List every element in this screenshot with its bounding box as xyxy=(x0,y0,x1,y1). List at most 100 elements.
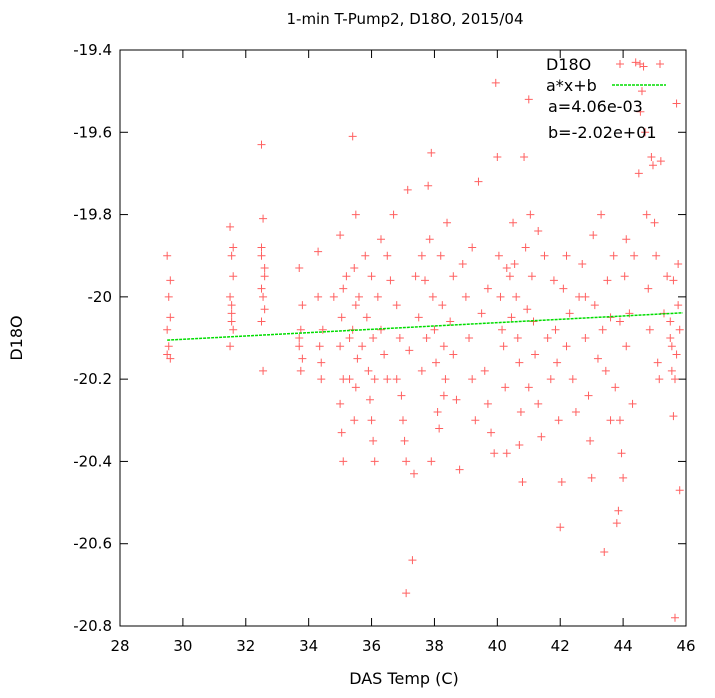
data-point xyxy=(543,334,552,342)
data-point xyxy=(670,613,679,622)
data-point xyxy=(656,157,665,166)
data-point xyxy=(524,95,533,104)
data-point xyxy=(499,342,508,351)
data-point xyxy=(663,272,672,281)
data-point xyxy=(439,342,448,351)
data-point xyxy=(630,251,639,260)
data-point xyxy=(439,391,448,400)
data-point xyxy=(505,272,514,281)
data-point xyxy=(471,416,480,425)
data-point xyxy=(260,305,269,314)
data-point xyxy=(257,140,266,149)
y-tick-label: -19.8 xyxy=(73,206,112,224)
data-point xyxy=(524,383,533,392)
x-tick-label: 38 xyxy=(425,637,444,655)
data-point xyxy=(229,272,238,281)
data-point xyxy=(370,375,379,384)
data-point xyxy=(370,457,379,466)
data-point xyxy=(487,428,496,437)
data-point xyxy=(432,358,441,367)
data-point xyxy=(667,366,676,375)
data-point xyxy=(227,251,236,260)
data-point xyxy=(593,354,602,363)
data-point xyxy=(510,259,519,268)
data-point xyxy=(435,424,444,433)
data-point xyxy=(468,243,477,252)
data-point xyxy=(345,334,354,342)
data-point xyxy=(339,457,348,466)
y-tick-label: -20.8 xyxy=(73,617,112,635)
y-tick-label: -19.4 xyxy=(73,41,112,59)
y-tick-label: -19.6 xyxy=(73,123,112,141)
data-point xyxy=(257,251,266,260)
data-point xyxy=(314,247,323,256)
data-point xyxy=(351,383,360,392)
data-point xyxy=(669,276,678,285)
data-point xyxy=(589,231,598,240)
data-point xyxy=(652,251,661,260)
data-point xyxy=(622,342,631,351)
data-point xyxy=(361,251,370,260)
x-tick-label: 42 xyxy=(551,637,570,655)
data-point xyxy=(317,358,326,367)
data-point xyxy=(295,342,304,351)
x-tick-label: 46 xyxy=(676,637,695,655)
data-point xyxy=(259,366,268,375)
data-point xyxy=(362,313,371,322)
data-point xyxy=(513,334,522,342)
data-point xyxy=(298,354,307,363)
data-point xyxy=(315,342,324,351)
data-point xyxy=(350,416,359,425)
data-point xyxy=(568,375,577,384)
data-point xyxy=(380,350,389,359)
data-point xyxy=(516,408,525,417)
d18o-series xyxy=(163,58,684,622)
x-axis-label: DAS Temp (C) xyxy=(349,669,459,688)
data-point xyxy=(336,399,345,408)
data-point xyxy=(428,292,437,301)
data-point xyxy=(615,416,624,425)
data-point xyxy=(490,449,499,458)
data-point xyxy=(458,259,467,268)
data-point xyxy=(369,334,378,342)
data-point xyxy=(501,383,510,392)
data-point xyxy=(645,325,654,334)
data-point xyxy=(358,342,367,351)
data-point xyxy=(452,395,461,404)
data-point xyxy=(518,478,527,486)
data-point xyxy=(163,325,172,334)
data-point xyxy=(403,185,412,194)
data-point xyxy=(600,547,609,556)
plot-area-frame xyxy=(119,49,687,627)
data-point xyxy=(226,222,235,231)
data-point xyxy=(392,375,401,384)
data-point xyxy=(611,383,620,392)
data-point xyxy=(369,436,378,445)
annotation-b: b=-2.02e+01 xyxy=(548,123,657,142)
data-point xyxy=(556,523,565,532)
data-point xyxy=(667,342,676,351)
data-point xyxy=(534,399,543,408)
y-tick-label: -20.6 xyxy=(73,535,112,553)
data-point xyxy=(523,305,532,314)
data-point xyxy=(465,334,474,342)
data-point xyxy=(296,366,305,375)
data-point xyxy=(229,243,238,252)
data-point xyxy=(509,218,518,227)
data-point xyxy=(527,272,536,281)
data-point xyxy=(166,313,175,322)
data-point xyxy=(597,210,606,219)
data-point xyxy=(515,440,524,449)
data-point xyxy=(166,276,175,285)
data-point xyxy=(422,334,431,342)
data-point xyxy=(512,292,521,301)
data-point xyxy=(424,181,433,190)
data-point xyxy=(549,276,558,285)
y-tick-label: -20.2 xyxy=(73,370,112,388)
data-point xyxy=(337,313,346,322)
x-tick-label: 40 xyxy=(488,637,507,655)
annotation-a: a=4.06e-03 xyxy=(548,97,643,116)
data-point xyxy=(364,366,373,375)
data-point xyxy=(373,292,382,301)
data-point xyxy=(650,218,659,227)
